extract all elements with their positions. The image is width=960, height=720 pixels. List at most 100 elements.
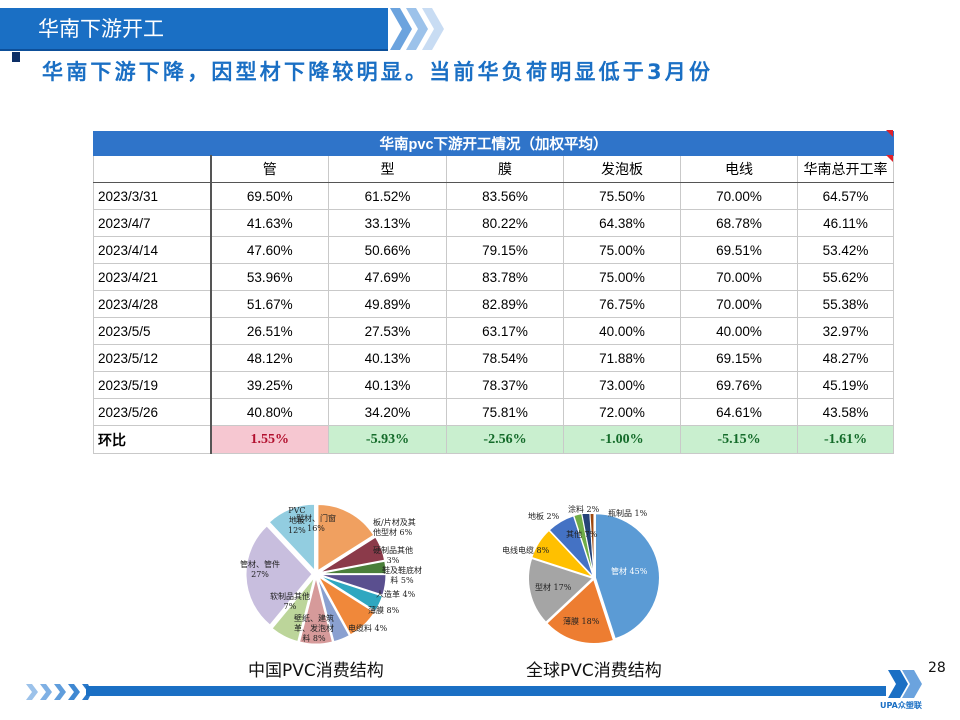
pie-label-text: 鞋及鞋底材 bbox=[382, 566, 422, 575]
value-cell: 61.52% bbox=[328, 182, 447, 210]
table-row: 2023/5/12 48.12% 40.13% 78.54% 71.88% 69.15% 4… bbox=[93, 344, 895, 372]
ratio-cell: -1.61% bbox=[796, 425, 895, 454]
value-cell: 71.88% bbox=[563, 344, 681, 372]
value-cell: 68.78% bbox=[680, 209, 798, 237]
pie-slice bbox=[271, 577, 315, 643]
title-underline bbox=[0, 49, 388, 51]
footer-bar bbox=[86, 686, 886, 696]
value-cell: 70.00% bbox=[680, 263, 798, 291]
pie-label-text: 16% bbox=[307, 524, 325, 533]
table-row: 2023/5/5 26.51% 27.53% 63.17% 40.00% 40.00% 32… bbox=[93, 317, 895, 345]
logo-text: UPA众塑联 bbox=[880, 701, 922, 710]
ratio-cell: 1.55% bbox=[210, 425, 329, 454]
value-cell: 26.51% bbox=[210, 317, 329, 345]
ratio-cell: -1.00% bbox=[563, 425, 681, 454]
pie-label-text: 型材、门窗 bbox=[296, 514, 336, 523]
chevron-decoration-icon bbox=[390, 8, 444, 50]
pie-label-text: 人造革 4% bbox=[376, 590, 416, 599]
value-cell: 75.50% bbox=[563, 182, 681, 210]
pie-slice bbox=[318, 576, 376, 636]
column-header bbox=[93, 155, 212, 183]
value-cell: 69.50% bbox=[210, 182, 329, 210]
value-cell: 64.38% bbox=[563, 209, 681, 237]
pie-label-text: 硬制品其他 bbox=[373, 546, 413, 555]
pie-label-text: 12% bbox=[288, 526, 306, 535]
value-cell: 45.19% bbox=[796, 371, 895, 399]
china-pvc-pie-chart bbox=[245, 503, 387, 645]
pie-slice bbox=[268, 503, 316, 572]
pie-slice bbox=[589, 514, 595, 577]
column-header: 管 bbox=[210, 155, 329, 183]
value-cell: 40.13% bbox=[328, 371, 447, 399]
ratio-cell: -5.93% bbox=[328, 425, 447, 454]
pie-label-text: 板/片材及其 bbox=[373, 518, 416, 527]
value-cell: 43.58% bbox=[796, 398, 895, 426]
date-cell: 2023/5/19 bbox=[93, 371, 212, 399]
table-row: 2023/4/28 51.67% 49.89% 82.89% 76.75% 70.00% 5… bbox=[93, 290, 895, 318]
pie-label: 薄膜 8% bbox=[368, 606, 399, 616]
pie-label-text: 管材、管件 bbox=[240, 560, 280, 569]
value-cell: 40.13% bbox=[328, 344, 447, 372]
pie-label-text: PVC bbox=[288, 506, 306, 515]
pie-label-text: 壁纸、建筑 bbox=[294, 614, 334, 623]
value-cell: 64.57% bbox=[796, 182, 895, 210]
value-cell: 40.80% bbox=[210, 398, 329, 426]
pie-slice bbox=[573, 514, 595, 577]
pie-label: 瓶制品 1% bbox=[608, 509, 647, 519]
value-cell: 49.89% bbox=[328, 290, 447, 318]
value-cell: 34.20% bbox=[328, 398, 447, 426]
value-cell: 73.00% bbox=[563, 371, 681, 399]
pie-label: 涂料 2% bbox=[568, 505, 599, 515]
value-cell: 32.97% bbox=[796, 317, 895, 345]
ratio-cell: -5.15% bbox=[680, 425, 798, 454]
pie-slice bbox=[594, 514, 660, 640]
value-cell: 76.75% bbox=[563, 290, 681, 318]
column-header: 华南总开工率 bbox=[796, 155, 895, 183]
date-cell: 2023/4/21 bbox=[93, 263, 212, 291]
pie-label-text: 他型材 6% bbox=[373, 528, 413, 537]
pie-label: 电缆料 4% bbox=[348, 624, 387, 634]
pie-slice bbox=[546, 578, 615, 644]
pie-slice bbox=[531, 529, 594, 578]
value-cell: 69.76% bbox=[680, 371, 798, 399]
table-row: 2023/4/14 47.60% 50.66% 79.15% 75.00% 69.51% 5… bbox=[93, 236, 895, 264]
comment-marker bbox=[886, 130, 893, 137]
value-cell: 47.69% bbox=[328, 263, 447, 291]
value-cell: 33.13% bbox=[328, 209, 447, 237]
value-cell: 40.00% bbox=[680, 317, 798, 345]
table-row: 2023/4/7 41.63% 33.13% 80.22% 64.38% 68.78% 46… bbox=[93, 209, 895, 237]
pie-label-text: 其他 7% bbox=[566, 530, 598, 539]
pie-label: 型材、门窗 16% bbox=[296, 514, 336, 534]
pie-label-text: 27% bbox=[251, 570, 269, 579]
pie-label-text: 3% bbox=[386, 556, 400, 565]
value-cell: 82.89% bbox=[446, 290, 564, 318]
column-header: 型 bbox=[328, 155, 447, 183]
pie-slice bbox=[298, 577, 334, 645]
ratio-label: 环比 bbox=[93, 425, 212, 454]
value-cell: 40.00% bbox=[563, 317, 681, 345]
pie-label-text: 7% bbox=[283, 602, 297, 611]
column-header: 电线 bbox=[680, 155, 798, 183]
date-cell: 2023/4/28 bbox=[93, 290, 212, 318]
value-cell: 39.25% bbox=[210, 371, 329, 399]
footer-chevron-icon bbox=[26, 684, 92, 700]
pie-label: 鞋及鞋底材料 5% bbox=[382, 566, 422, 586]
value-cell: 55.62% bbox=[796, 263, 895, 291]
value-cell: 78.54% bbox=[446, 344, 564, 372]
table-row: 2023/5/26 40.80% 34.20% 75.81% 72.00% 64.61% 4… bbox=[93, 398, 895, 426]
value-cell: 80.22% bbox=[446, 209, 564, 237]
table-row: 2023/5/19 39.25% 40.13% 78.37% 73.00% 69.76% 4… bbox=[93, 371, 895, 399]
pie-label: PVC 地板 12% bbox=[288, 506, 306, 536]
table-caption: 华南pvc下游开工情况（加权平均） bbox=[92, 131, 895, 156]
date-cell: 2023/5/5 bbox=[93, 317, 212, 345]
value-cell: 53.42% bbox=[796, 236, 895, 264]
value-cell: 53.96% bbox=[210, 263, 329, 291]
pie-label-text: 瓶制品 1% bbox=[608, 509, 648, 518]
date-cell: 2023/5/26 bbox=[93, 398, 212, 426]
pie-label-text: 革、发泡材 bbox=[294, 624, 334, 633]
ratio-row: 环比 1.55% -5.93% -2.56% -1.00% -5.15% -1.… bbox=[93, 425, 895, 454]
table-header-row: 管 型 膜 发泡板 电线 华南总开工率 bbox=[93, 155, 895, 183]
pie-label: 壁纸、建筑 革、发泡材料 8% bbox=[294, 614, 334, 644]
value-cell: 47.60% bbox=[210, 236, 329, 264]
pie-label: 型材 17% bbox=[535, 583, 571, 593]
